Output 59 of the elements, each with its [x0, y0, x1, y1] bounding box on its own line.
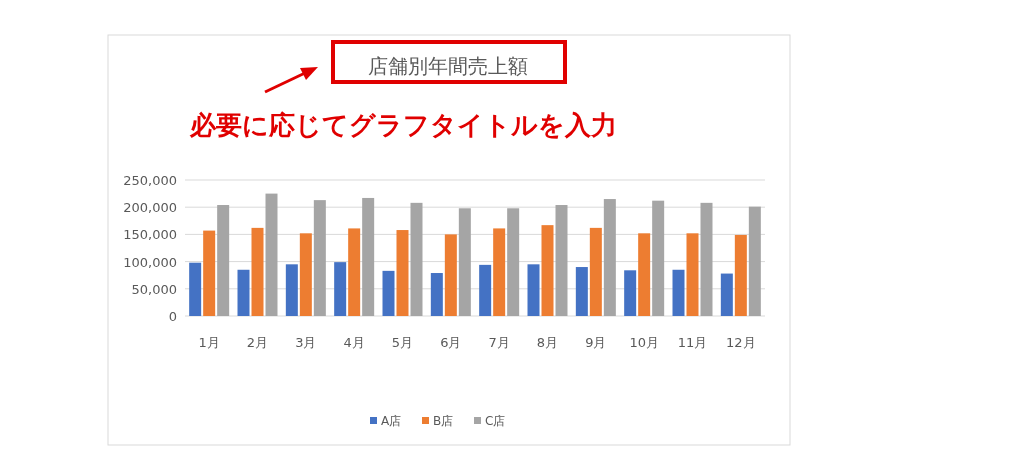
legend-label: A店 — [381, 414, 402, 428]
y-tick-label: 250,000 — [123, 173, 177, 188]
x-tick-label: 6月 — [440, 335, 462, 350]
x-tick-label: 8月 — [536, 335, 559, 350]
bar — [203, 230, 216, 316]
y-tick-label: 150,000 — [123, 227, 177, 243]
bar — [299, 233, 312, 316]
bar — [575, 267, 588, 316]
y-tick-label: 0 — [168, 309, 177, 324]
bar — [507, 208, 520, 316]
bar — [444, 234, 457, 316]
x-tick-label: 9月 — [585, 335, 607, 350]
x-tick-label: 7月 — [488, 335, 510, 350]
x-tick-label: 1月 — [198, 335, 220, 350]
legend-label: C店 — [485, 414, 506, 428]
bar — [527, 264, 540, 316]
x-tick-label: 4月 — [343, 335, 365, 350]
chart-title: 店舗別年間売上額 — [368, 54, 528, 78]
bar — [493, 228, 506, 316]
y-tick-label: 50,000 — [131, 281, 177, 297]
bar — [430, 273, 443, 316]
bar — [624, 270, 637, 316]
bar — [348, 228, 361, 316]
bar — [686, 233, 699, 316]
bar — [734, 234, 747, 316]
y-tick-label: 100,000 — [123, 254, 177, 270]
bar — [334, 262, 347, 316]
bar — [541, 225, 554, 316]
bar — [362, 197, 375, 316]
bar — [720, 273, 733, 316]
bar — [672, 269, 685, 316]
bar — [748, 206, 761, 316]
x-tick-label: 3月 — [295, 335, 317, 350]
legend-label: B店 — [433, 414, 454, 428]
text: 必要に応じてグラフタイトルを入力 — [189, 110, 617, 140]
bar — [458, 208, 471, 316]
bar — [479, 264, 492, 316]
x-tick-label: 10月 — [629, 335, 659, 350]
bar — [313, 200, 326, 316]
bar — [189, 262, 202, 316]
x-tick-label: 5月 — [391, 335, 414, 350]
bar — [410, 202, 423, 316]
x-tick-label: 2月 — [246, 335, 269, 350]
bar — [251, 227, 264, 316]
y-tick-label: 200,000 — [123, 200, 177, 216]
x-tick-label: 12月 — [726, 335, 756, 350]
bar — [652, 200, 665, 316]
bar — [638, 233, 651, 316]
bar — [555, 205, 568, 316]
bar — [382, 270, 395, 316]
bar — [700, 202, 713, 316]
x-tick-label: 11月 — [677, 335, 708, 350]
bar — [396, 230, 409, 316]
bar — [237, 269, 250, 316]
bar — [589, 227, 602, 316]
bar — [265, 193, 278, 316]
bar — [217, 205, 230, 316]
bar — [285, 264, 298, 316]
bar — [603, 199, 616, 316]
